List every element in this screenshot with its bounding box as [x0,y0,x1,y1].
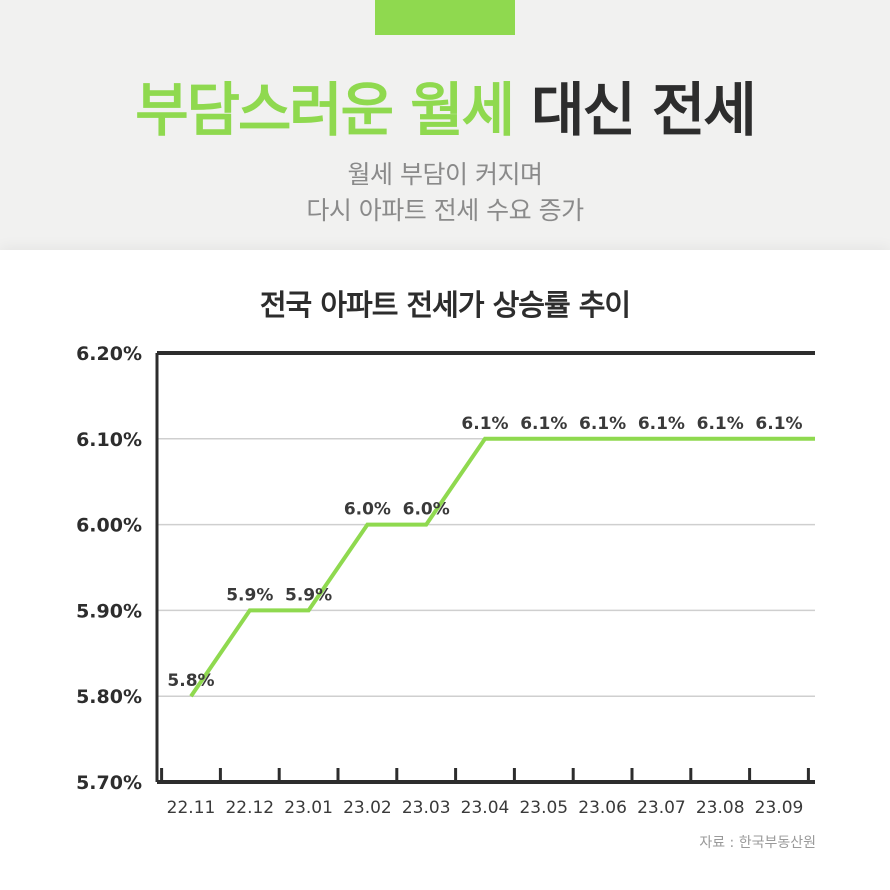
data-label: 6.1% [461,414,508,434]
x-tick-label: 23.08 [696,798,745,818]
y-tick-label: 5.80% [76,686,142,708]
x-tick-label: 23.04 [461,798,510,818]
data-label: 6.1% [579,414,626,434]
data-label: 6.1% [697,414,744,434]
top-accent-bar [375,0,515,35]
x-tick-label: 23.01 [284,798,333,818]
x-tick-label: 23.09 [755,798,804,818]
y-tick-label: 6.00% [76,515,142,537]
headline-dark-part: 대신 전세 [531,76,757,144]
y-tick-label: 6.20% [76,343,142,365]
headline: 부담스러운 월세 대신 전세 [0,70,890,150]
x-tick-label: 22.11 [167,798,216,818]
source-note: 자료 : 한국부동산원 [699,835,816,851]
x-tick-label: 23.02 [343,798,392,818]
subtitle-line-1: 월세 부담이 커지며 [347,160,543,189]
x-tick-label: 23.05 [519,798,568,818]
y-tick-label: 5.70% [76,772,142,794]
data-label: 6.1% [755,414,802,434]
x-tick-label: 22.12 [225,798,274,818]
data-label: 6.1% [638,414,685,434]
subtitle-line-2: 다시 아파트 전세 수요 증가 [306,196,584,225]
data-label: 5.9% [226,585,273,605]
headline-green-part: 부담스러운 월세 [135,76,515,144]
x-tick-label: 23.06 [578,798,627,818]
x-tick-label: 23.07 [637,798,686,818]
y-tick-label: 5.90% [76,600,142,622]
data-label: 5.9% [285,585,332,605]
series-line [189,436,815,698]
y-tick-label: 6.10% [76,429,142,451]
data-label: 6.0% [403,500,450,520]
subtitle: 월세 부담이 커지며 다시 아파트 전세 수요 증가 [0,157,890,229]
data-label: 5.8% [167,671,214,691]
chart-title: 전국 아파트 전세가 상승률 추이 [259,288,631,322]
data-label: 6.0% [344,500,391,520]
x-tick-label: 23.03 [402,798,451,818]
data-label: 6.1% [520,414,567,434]
